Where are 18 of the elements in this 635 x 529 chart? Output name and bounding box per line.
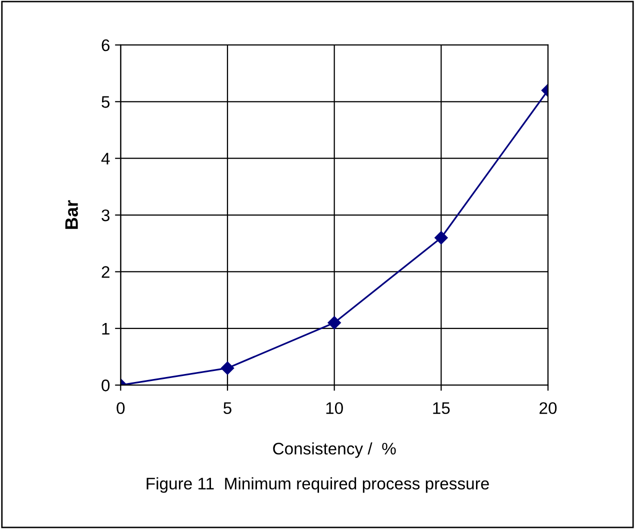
x-axis-title: Consistency / % (273, 442, 396, 458)
x-tick-label: 15 (433, 402, 450, 414)
y-tick-label: 6 (102, 39, 110, 52)
point (328, 316, 341, 330)
point (220, 362, 234, 375)
point (434, 231, 448, 244)
y-axis-title: Bar (65, 200, 78, 229)
y-tick-label: 4 (101, 152, 110, 164)
y-tick-label: 3 (102, 209, 110, 222)
y-tick-label: 1 (102, 322, 110, 334)
x-tick-label: 5 (224, 402, 232, 414)
y-tick-label: 5 (102, 96, 110, 108)
x-tick-label: 0 (116, 402, 125, 414)
y-tick-label: 0 (102, 380, 110, 392)
y-tick-label: 2 (102, 266, 110, 278)
x-tick-label: 20 (540, 402, 557, 414)
x-tick-label: 10 (326, 402, 343, 414)
text: Figure 11 Minimum required process pressure (146, 477, 489, 493)
